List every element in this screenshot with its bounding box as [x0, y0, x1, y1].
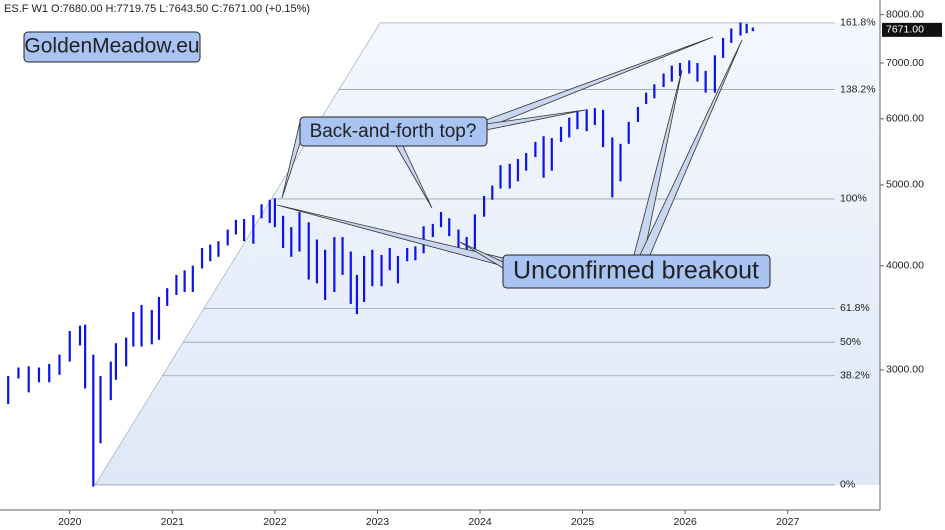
- watermark-box: [23, 31, 201, 63]
- fib-label: 161.8%: [840, 17, 876, 29]
- annotation: Unconfirmed breakout: [513, 257, 759, 285]
- fib-label: 61.8%: [840, 302, 870, 314]
- y-tick-label: 6000.00: [886, 113, 924, 125]
- fib-label: 138.2%: [840, 83, 876, 95]
- x-tick-label: 2022: [263, 516, 287, 528]
- fib-diagonal: [94, 22, 381, 486]
- header: ES.F W1 O:7680.00 H:7719.75 L:7643.50 C:…: [4, 3, 310, 15]
- x-tick-label: 2021: [161, 516, 185, 528]
- fib-label: 0%: [840, 479, 855, 491]
- fib-label: 100%: [840, 193, 867, 205]
- fib-label: 50%: [840, 336, 861, 348]
- y-tick-label: 4000.00: [886, 260, 924, 272]
- x-tick-label: 2020: [58, 516, 82, 528]
- last-price-tag: [882, 22, 942, 37]
- annotation-box: [502, 254, 771, 289]
- annotation: Back-and-forth top?: [310, 121, 477, 142]
- x-tick-label: 2026: [673, 516, 697, 528]
- watermark: GoldenMeadow.eu: [24, 35, 199, 58]
- annotation-box: [299, 116, 488, 147]
- fib-label: 38.2%: [840, 370, 870, 382]
- x-tick-label: 2025: [571, 516, 595, 528]
- y-tick-label: 5000.00: [886, 179, 924, 191]
- x-tick-label: 2023: [366, 516, 390, 528]
- annotations: Back-and-forth top? Unconfirmed breakout: [276, 36, 771, 289]
- y-tick-label: 3000.00: [886, 364, 924, 376]
- x-tick-label: 2024: [468, 516, 492, 528]
- y-tick-label: 8000.00: [886, 8, 924, 20]
- x-tick-label: 2027: [776, 516, 800, 528]
- y-tick-label: 7000.00: [886, 57, 924, 69]
- last-price-label: 7671.00: [886, 24, 924, 36]
